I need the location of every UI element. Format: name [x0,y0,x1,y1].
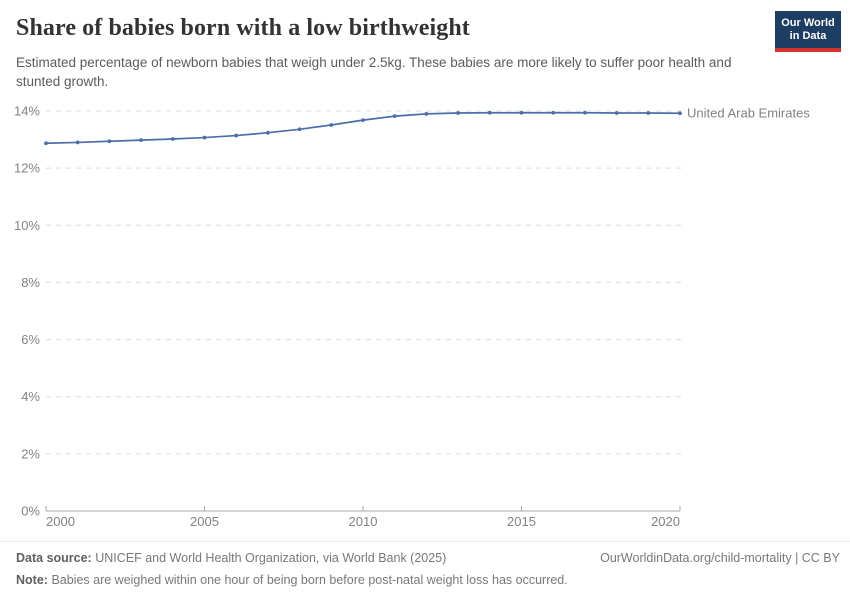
chart-footer: Data source: UNICEF and World Health Org… [0,541,850,600]
data-point-marker[interactable] [234,133,239,138]
data-source-label: Data source: [16,551,92,565]
owid-logo-redbar [775,47,841,52]
data-point-marker[interactable] [487,110,492,115]
data-point-marker[interactable] [678,111,682,116]
chart-header: Share of babies born with a low birthwei… [0,0,850,95]
note-label: Note: [16,572,48,587]
y-axis-tick-label: 12% [14,161,40,176]
y-axis-tick-label: 10% [14,218,40,233]
line-chart[interactable]: 0% 2% 4% 6% 8% 10% 12% 14% 2000 2005 2010 2015 2020 U… [0,95,850,541]
note-line: Note: Babies are weighed within one hour… [16,571,840,590]
chart-area: 0% 2% 4% 6% 8% 10% 12% 14% 2000 2005 2010 2015 2020 U… [0,95,850,546]
x-axis-tick-label: 2020 [651,514,680,529]
attribution-link[interactable]: OurWorldinData.org/child-mortality | CC … [600,551,840,565]
x-axis-tick-label: 2005 [190,514,219,529]
y-axis-tick-label: 2% [21,446,40,461]
owid-logo: Our World in Data [775,11,841,52]
data-point-marker[interactable] [614,111,619,115]
data-point-marker[interactable] [266,130,270,135]
data-source-line: Data source: UNICEF and World Health Org… [16,549,446,568]
y-axis-tick-label: 6% [21,332,40,347]
data-point-marker[interactable] [329,123,334,127]
owid-logo-text: Our World in Data [775,11,841,48]
data-point-marker[interactable] [139,138,144,143]
chart-subtitle: Estimated percentage of newborn babies t… [16,55,732,90]
page-title: Share of babies born with a low birthwei… [16,15,470,41]
data-point-marker[interactable] [551,110,556,115]
data-point-marker[interactable] [424,111,429,116]
x-axis-tick-label: 2015 [507,514,536,529]
data-point-marker[interactable] [44,141,48,146]
owid-logo-line2: in Data [789,29,827,42]
data-point-marker[interactable] [361,118,365,123]
data-point-marker[interactable] [75,140,80,145]
note-text: Babies are weighed within one hour of be… [51,572,568,587]
data-point-marker[interactable] [519,110,524,115]
owid-logo-line1: Our World [781,17,835,29]
y-axis-tick-label: 8% [21,275,40,290]
data-point-marker[interactable] [456,111,460,115]
data-point-marker[interactable] [202,135,207,140]
data-source-text: UNICEF and World Health Organization, vi… [95,551,447,565]
data-point-marker[interactable] [297,127,302,132]
data-point-marker[interactable] [583,110,587,115]
series-end-label[interactable]: United Arab Emirates [687,105,810,120]
y-axis-tick-label: 0% [21,504,40,519]
y-axis-tick-label: 4% [21,389,40,404]
data-point-marker[interactable] [392,114,397,119]
data-point-marker[interactable] [646,111,651,115]
y-axis-tick-label: 14% [14,104,40,119]
data-point-marker[interactable] [170,137,175,141]
x-axis-tick-label: 2010 [349,514,378,529]
data-point-marker[interactable] [107,139,112,144]
x-axis-tick-label: 2000 [46,514,75,529]
